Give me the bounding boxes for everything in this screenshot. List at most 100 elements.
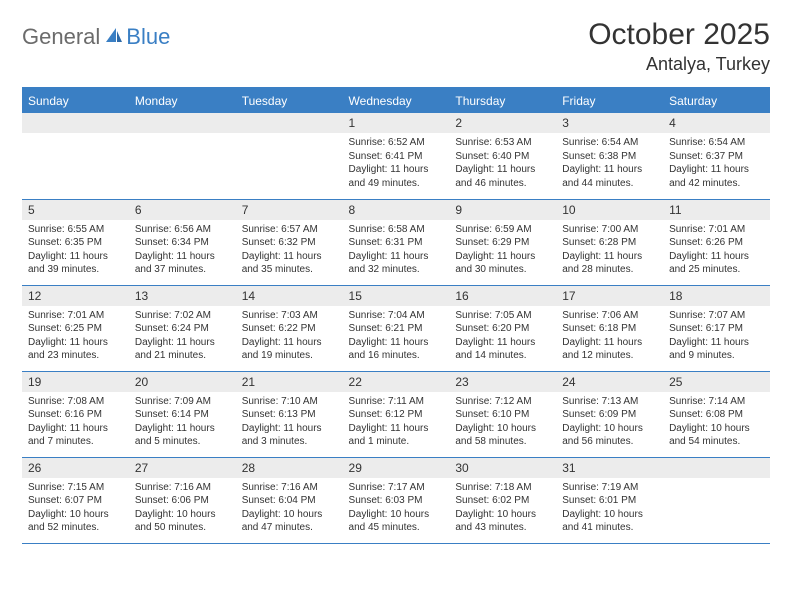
sunrise-line: Sunrise: 6:59 AM: [455, 223, 550, 237]
sunset-line: Sunset: 6:13 PM: [242, 408, 337, 422]
day-header-row: Sunday Monday Tuesday Wednesday Thursday…: [22, 88, 770, 113]
brand-blue: Blue: [126, 24, 170, 50]
calendar-cell: 29Sunrise: 7:17 AMSunset: 6:03 PMDayligh…: [343, 457, 450, 543]
day-number: 8: [343, 200, 450, 220]
day-number: 27: [129, 458, 236, 478]
sunset-line: Sunset: 6:17 PM: [669, 322, 764, 336]
day-details: Sunrise: 7:01 AMSunset: 6:25 PMDaylight:…: [22, 306, 129, 368]
daylight-line: Daylight: 11 hours and 32 minutes.: [349, 250, 444, 277]
day-details: Sunrise: 7:18 AMSunset: 6:02 PMDaylight:…: [449, 478, 556, 540]
day-details: Sunrise: 7:16 AMSunset: 6:06 PMDaylight:…: [129, 478, 236, 540]
sunset-line: Sunset: 6:38 PM: [562, 150, 657, 164]
sunset-line: Sunset: 6:28 PM: [562, 236, 657, 250]
sunset-line: Sunset: 6:14 PM: [135, 408, 230, 422]
day-number: 9: [449, 200, 556, 220]
day-number: 22: [343, 372, 450, 392]
sunset-line: Sunset: 6:01 PM: [562, 494, 657, 508]
calendar-cell: 22Sunrise: 7:11 AMSunset: 6:12 PMDayligh…: [343, 371, 450, 457]
sunrise-line: Sunrise: 7:12 AM: [455, 395, 550, 409]
daylight-line: Daylight: 11 hours and 42 minutes.: [669, 163, 764, 190]
day-details: Sunrise: 7:03 AMSunset: 6:22 PMDaylight:…: [236, 306, 343, 368]
sunset-line: Sunset: 6:03 PM: [349, 494, 444, 508]
sunrise-line: Sunrise: 7:02 AM: [135, 309, 230, 323]
day-number: 29: [343, 458, 450, 478]
calendar-cell: [22, 113, 129, 199]
daylight-line: Daylight: 10 hours and 56 minutes.: [562, 422, 657, 449]
title-block: October 2025 Antalya, Turkey: [588, 18, 770, 75]
day-header: Friday: [556, 88, 663, 113]
day-details: Sunrise: 7:00 AMSunset: 6:28 PMDaylight:…: [556, 220, 663, 282]
calendar-cell: 17Sunrise: 7:06 AMSunset: 6:18 PMDayligh…: [556, 285, 663, 371]
calendar-cell: 1Sunrise: 6:52 AMSunset: 6:41 PMDaylight…: [343, 113, 450, 199]
calendar-cell: 18Sunrise: 7:07 AMSunset: 6:17 PMDayligh…: [663, 285, 770, 371]
calendar-cell: 31Sunrise: 7:19 AMSunset: 6:01 PMDayligh…: [556, 457, 663, 543]
day-details: Sunrise: 7:07 AMSunset: 6:17 PMDaylight:…: [663, 306, 770, 368]
sunrise-line: Sunrise: 7:11 AM: [349, 395, 444, 409]
daylight-line: Daylight: 11 hours and 28 minutes.: [562, 250, 657, 277]
sunrise-line: Sunrise: 6:57 AM: [242, 223, 337, 237]
day-details: Sunrise: 7:16 AMSunset: 6:04 PMDaylight:…: [236, 478, 343, 540]
day-details: Sunrise: 7:08 AMSunset: 6:16 PMDaylight:…: [22, 392, 129, 454]
day-number: 25: [663, 372, 770, 392]
sunset-line: Sunset: 6:10 PM: [455, 408, 550, 422]
calendar-cell: [663, 457, 770, 543]
sunrise-line: Sunrise: 6:53 AM: [455, 136, 550, 150]
day-number: 26: [22, 458, 129, 478]
sunrise-line: Sunrise: 7:04 AM: [349, 309, 444, 323]
sunset-line: Sunset: 6:07 PM: [28, 494, 123, 508]
day-details: Sunrise: 7:02 AMSunset: 6:24 PMDaylight:…: [129, 306, 236, 368]
sunset-line: Sunset: 6:18 PM: [562, 322, 657, 336]
month-title: October 2025: [588, 18, 770, 52]
day-details: Sunrise: 7:04 AMSunset: 6:21 PMDaylight:…: [343, 306, 450, 368]
sunrise-line: Sunrise: 7:07 AM: [669, 309, 764, 323]
calendar-cell: 8Sunrise: 6:58 AMSunset: 6:31 PMDaylight…: [343, 199, 450, 285]
sunrise-line: Sunrise: 7:01 AM: [28, 309, 123, 323]
day-details: Sunrise: 7:01 AMSunset: 6:26 PMDaylight:…: [663, 220, 770, 282]
day-number: 4: [663, 113, 770, 133]
sunset-line: Sunset: 6:34 PM: [135, 236, 230, 250]
calendar-cell: 3Sunrise: 6:54 AMSunset: 6:38 PMDaylight…: [556, 113, 663, 199]
calendar-cell: 28Sunrise: 7:16 AMSunset: 6:04 PMDayligh…: [236, 457, 343, 543]
location: Antalya, Turkey: [588, 54, 770, 75]
day-number: 13: [129, 286, 236, 306]
daylight-line: Daylight: 11 hours and 3 minutes.: [242, 422, 337, 449]
daylight-line: Daylight: 11 hours and 25 minutes.: [669, 250, 764, 277]
daylight-line: Daylight: 10 hours and 58 minutes.: [455, 422, 550, 449]
day-details: Sunrise: 6:54 AMSunset: 6:38 PMDaylight:…: [556, 133, 663, 195]
daylight-line: Daylight: 11 hours and 30 minutes.: [455, 250, 550, 277]
calendar-cell: 10Sunrise: 7:00 AMSunset: 6:28 PMDayligh…: [556, 199, 663, 285]
daylight-line: Daylight: 11 hours and 49 minutes.: [349, 163, 444, 190]
day-number: 21: [236, 372, 343, 392]
daylight-line: Daylight: 11 hours and 1 minute.: [349, 422, 444, 449]
day-details: Sunrise: 7:15 AMSunset: 6:07 PMDaylight:…: [22, 478, 129, 540]
sunrise-line: Sunrise: 7:19 AM: [562, 481, 657, 495]
calendar-week: 26Sunrise: 7:15 AMSunset: 6:07 PMDayligh…: [22, 457, 770, 543]
calendar-cell: 26Sunrise: 7:15 AMSunset: 6:07 PMDayligh…: [22, 457, 129, 543]
day-header: Tuesday: [236, 88, 343, 113]
sunrise-line: Sunrise: 7:13 AM: [562, 395, 657, 409]
calendar-cell: 30Sunrise: 7:18 AMSunset: 6:02 PMDayligh…: [449, 457, 556, 543]
day-details: Sunrise: 7:10 AMSunset: 6:13 PMDaylight:…: [236, 392, 343, 454]
sunrise-line: Sunrise: 7:05 AM: [455, 309, 550, 323]
calendar-cell: 21Sunrise: 7:10 AMSunset: 6:13 PMDayligh…: [236, 371, 343, 457]
day-number: 28: [236, 458, 343, 478]
sunrise-line: Sunrise: 7:01 AM: [669, 223, 764, 237]
sunrise-line: Sunrise: 7:15 AM: [28, 481, 123, 495]
daylight-line: Daylight: 11 hours and 7 minutes.: [28, 422, 123, 449]
sunrise-line: Sunrise: 6:54 AM: [669, 136, 764, 150]
day-header: Monday: [129, 88, 236, 113]
sunrise-line: Sunrise: 7:18 AM: [455, 481, 550, 495]
daylight-line: Daylight: 10 hours and 41 minutes.: [562, 508, 657, 535]
calendar-week: 19Sunrise: 7:08 AMSunset: 6:16 PMDayligh…: [22, 371, 770, 457]
calendar-cell: 27Sunrise: 7:16 AMSunset: 6:06 PMDayligh…: [129, 457, 236, 543]
calendar-cell: 11Sunrise: 7:01 AMSunset: 6:26 PMDayligh…: [663, 199, 770, 285]
day-details: Sunrise: 7:11 AMSunset: 6:12 PMDaylight:…: [343, 392, 450, 454]
daylight-line: Daylight: 11 hours and 35 minutes.: [242, 250, 337, 277]
day-details: Sunrise: 6:54 AMSunset: 6:37 PMDaylight:…: [663, 133, 770, 195]
day-number: 18: [663, 286, 770, 306]
calendar-cell: 2Sunrise: 6:53 AMSunset: 6:40 PMDaylight…: [449, 113, 556, 199]
day-details: Sunrise: 7:12 AMSunset: 6:10 PMDaylight:…: [449, 392, 556, 454]
calendar-cell: 20Sunrise: 7:09 AMSunset: 6:14 PMDayligh…: [129, 371, 236, 457]
daylight-line: Daylight: 11 hours and 46 minutes.: [455, 163, 550, 190]
daylight-line: Daylight: 10 hours and 50 minutes.: [135, 508, 230, 535]
